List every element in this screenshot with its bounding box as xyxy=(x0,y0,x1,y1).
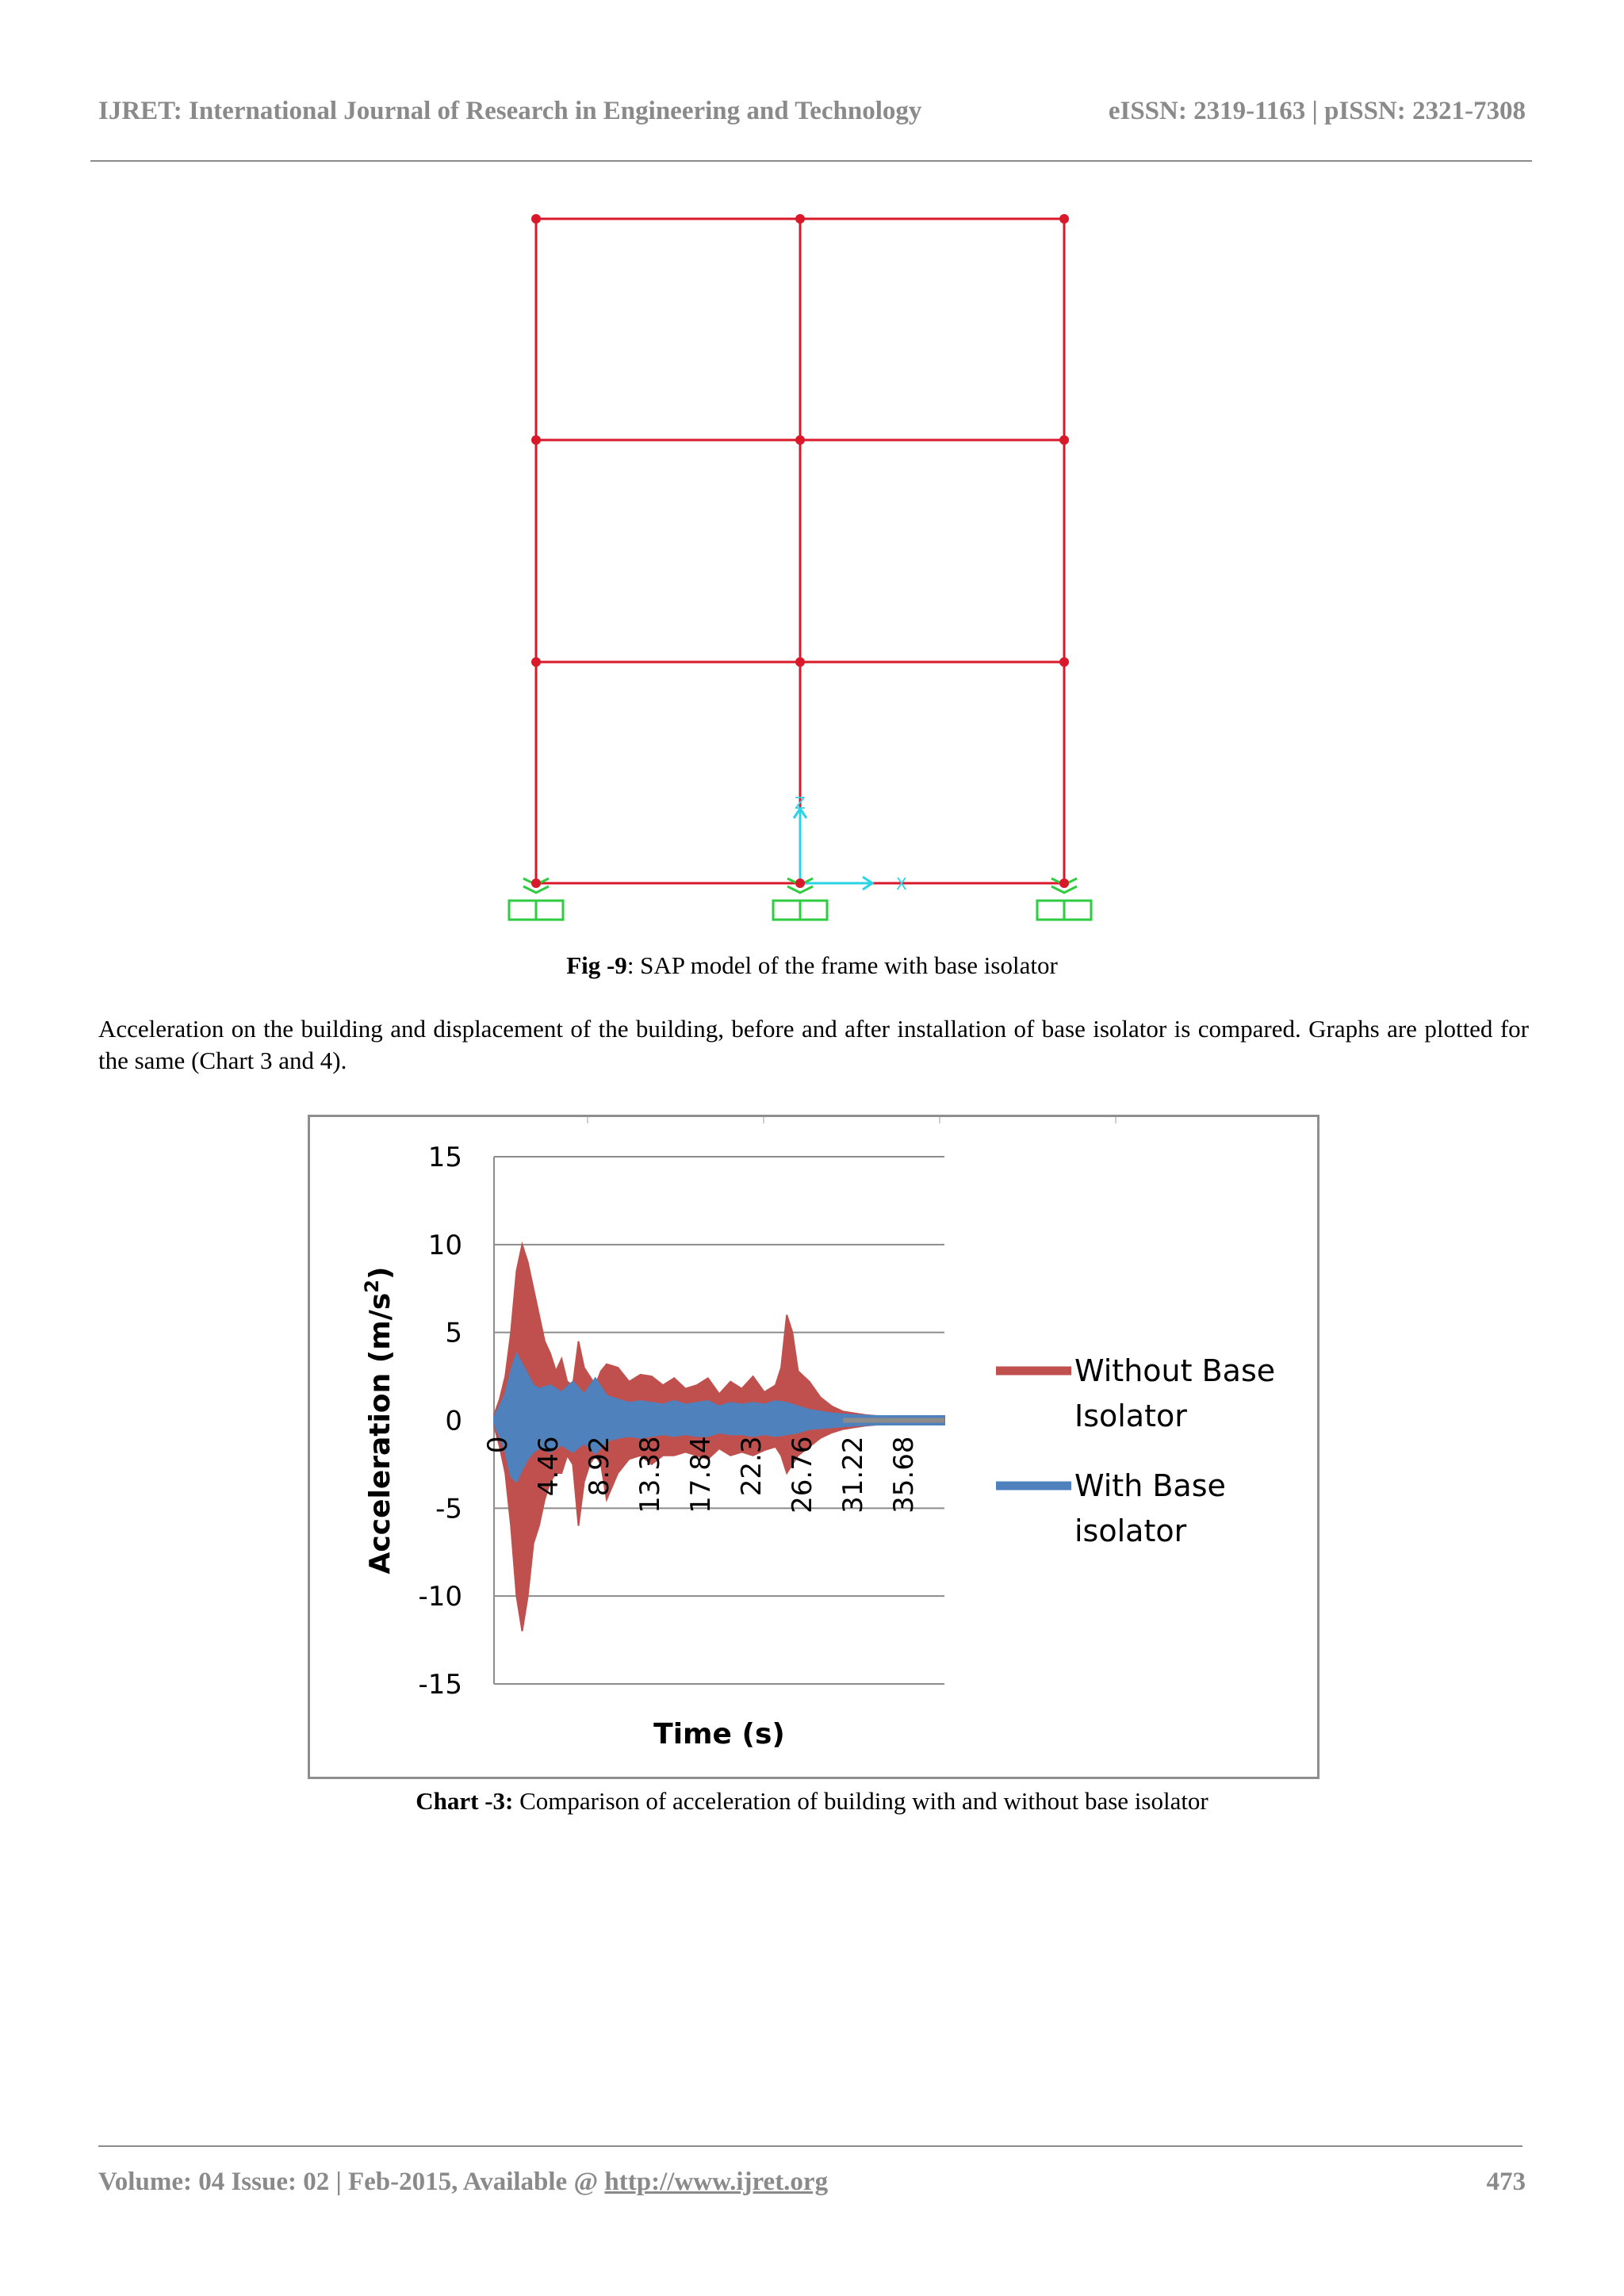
legend-label-0-line2: Isolator xyxy=(1074,1399,1187,1433)
series-with-isolator-area xyxy=(493,1351,945,1483)
footer-link[interactable]: http://www.ijret.org xyxy=(604,2168,829,2196)
figure-caption-text: : SAP model of the frame with base isola… xyxy=(626,951,1058,979)
footer-rule xyxy=(98,2145,1522,2147)
y-tick-label-0: 15 xyxy=(428,1142,462,1173)
legend-label-0-line1: Without Base xyxy=(1074,1353,1275,1388)
page-footer: Volume: 04 Issue: 02 | Feb-2015, Availab… xyxy=(98,2168,1526,2202)
page-header: IJRET: International Journal of Research… xyxy=(98,97,1526,132)
x-tick-label-1: 4.46 xyxy=(533,1437,565,1497)
journal-title: IJRET: International Journal of Research… xyxy=(98,97,922,125)
figure-caption: Fig -9: SAP model of the frame with base… xyxy=(0,951,1624,980)
x-axis-title: Time (s) xyxy=(653,1718,785,1751)
x-tick-label-5: 22.3 xyxy=(736,1437,768,1497)
x-tick-label-4: 17.84 xyxy=(685,1437,717,1513)
issn-text: eISSN: 2319-1163 | pISSN: 2321-7308 xyxy=(1108,97,1526,125)
body-paragraph: Acceleration on the building and displac… xyxy=(98,1015,1529,1074)
y-tick-label-4: -5 xyxy=(435,1493,462,1525)
axis-z-label: Z xyxy=(795,794,806,813)
y-tick-label-1: 10 xyxy=(428,1230,462,1261)
axis-x-label: X xyxy=(896,874,907,894)
x-tick-label-2: 8.92 xyxy=(584,1437,615,1497)
y-tick-label-2: 5 xyxy=(445,1318,462,1349)
footer-volume: Volume: 04 Issue: 02 | Feb-2015, Availab… xyxy=(98,2168,829,2196)
axis-triad-icon xyxy=(792,806,875,891)
legend-label-1-line2: isolator xyxy=(1074,1513,1187,1548)
x-tick-label-7: 31.22 xyxy=(837,1437,869,1513)
acceleration-chart: 15 10 5 0 -5 -10 -15 0 4.46 8.92 13.38 17.84 22.3 26.… xyxy=(308,1115,1320,1779)
x-tick-label-3: 13.38 xyxy=(634,1437,666,1513)
x-tick-label-8: 35.68 xyxy=(888,1437,920,1513)
legend-label-1-line1: With Base xyxy=(1074,1468,1226,1503)
sap-frame-figure: Z X xyxy=(508,214,1093,921)
x-tick-label-6: 26.76 xyxy=(787,1437,818,1513)
figure-caption-label: Fig -9 xyxy=(566,951,627,979)
y-tick-label-5: -10 xyxy=(418,1581,462,1613)
chart-caption: Chart -3: Comparison of acceleration of … xyxy=(0,1787,1624,1816)
chart-svg: 15 10 5 0 -5 -10 -15 0 4.46 8.92 13.38 17.84 22.3 26.… xyxy=(361,1117,1275,1751)
header-rule xyxy=(90,160,1532,162)
y-tick-label-3: 0 xyxy=(445,1406,462,1437)
y-axis-title: Acceleration (m/s2) xyxy=(361,1267,396,1575)
frame-joints xyxy=(531,214,1069,667)
chart-caption-label: Chart -3: xyxy=(416,1787,514,1815)
frame-lines xyxy=(534,217,1066,885)
x-tick-label-0: 0 xyxy=(482,1437,514,1454)
chart-caption-text: Comparison of acceleration of building w… xyxy=(513,1787,1208,1815)
y-tick-label-6: -15 xyxy=(418,1669,462,1701)
page-number: 473 xyxy=(1486,2168,1526,2196)
